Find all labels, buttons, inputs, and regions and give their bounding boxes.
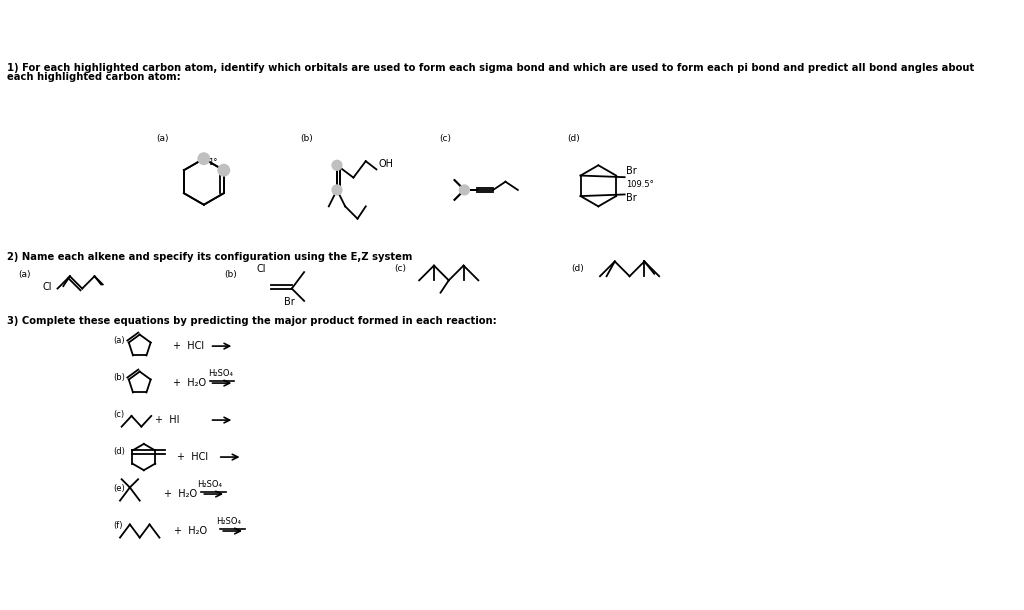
Text: (f): (f) <box>114 521 123 530</box>
Circle shape <box>460 185 469 195</box>
Text: (b): (b) <box>300 134 312 143</box>
Circle shape <box>198 153 210 165</box>
Text: Br: Br <box>627 166 637 176</box>
Text: +  H₂O: + H₂O <box>165 489 198 500</box>
Text: +  H₂O: + H₂O <box>174 526 208 536</box>
Text: 3) Complete these equations by predicting the major product formed in each react: 3) Complete these equations by predictin… <box>6 316 497 326</box>
Text: (e): (e) <box>114 484 125 493</box>
Text: each highlighted carbon atom:: each highlighted carbon atom: <box>6 73 180 82</box>
Text: (c): (c) <box>394 264 407 273</box>
Circle shape <box>332 185 342 195</box>
Text: (d): (d) <box>571 264 584 273</box>
Text: (a): (a) <box>114 336 125 345</box>
Text: +  H₂O: + H₂O <box>173 378 206 389</box>
Text: H₂SO₄: H₂SO₄ <box>198 479 222 489</box>
Text: Cl: Cl <box>256 264 266 274</box>
Text: H₂SO₄: H₂SO₄ <box>208 368 232 378</box>
Text: +  HI: + HI <box>155 415 179 425</box>
Text: +  HCl: + HCl <box>173 342 204 351</box>
Text: (c): (c) <box>439 134 452 143</box>
Text: (c): (c) <box>114 410 125 419</box>
Text: (a): (a) <box>18 270 31 279</box>
Circle shape <box>332 160 342 170</box>
Text: H₂SO₄: H₂SO₄ <box>216 517 242 526</box>
Text: (b): (b) <box>114 373 125 382</box>
Text: 2) Name each alkene and specify its configuration using the E,Z system: 2) Name each alkene and specify its conf… <box>6 251 412 262</box>
Text: (a): (a) <box>157 134 169 143</box>
Text: 1) For each highlighted carbon atom, identify which orbitals are used to form ea: 1) For each highlighted carbon atom, ide… <box>6 63 974 73</box>
Circle shape <box>218 165 229 176</box>
Text: 1°: 1° <box>208 158 217 167</box>
Text: Br: Br <box>627 193 637 203</box>
Text: Cl: Cl <box>43 282 52 292</box>
Text: Br: Br <box>284 297 294 307</box>
Text: (d): (d) <box>114 447 125 456</box>
Text: (b): (b) <box>224 270 238 279</box>
Text: (d): (d) <box>567 134 580 143</box>
Text: 109.5°: 109.5° <box>627 181 654 190</box>
Text: OH: OH <box>378 159 393 169</box>
Text: +  HCl: + HCl <box>177 453 208 462</box>
